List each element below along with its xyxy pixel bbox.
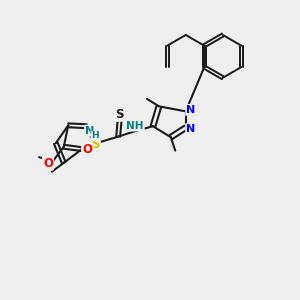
Text: H: H: [91, 131, 99, 140]
Text: N: N: [186, 124, 195, 134]
Text: NH: NH: [126, 121, 144, 130]
Text: N: N: [85, 125, 94, 136]
Text: O: O: [82, 142, 92, 156]
Text: N: N: [186, 105, 195, 115]
Text: O: O: [43, 157, 53, 169]
Text: S: S: [92, 138, 100, 151]
Text: S: S: [116, 108, 124, 121]
